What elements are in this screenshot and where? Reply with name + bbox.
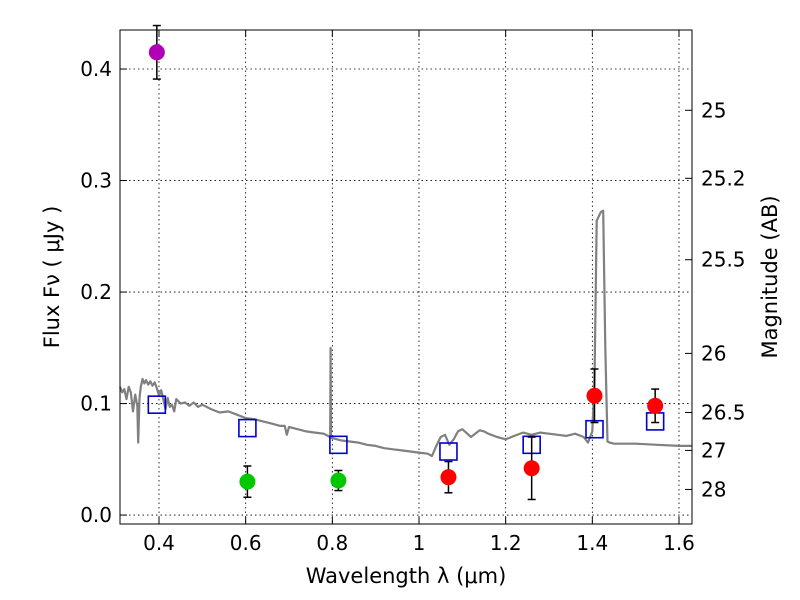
y-axis-label: Flux Fν ( μJy ) [40, 206, 64, 349]
plot-frame [119, 29, 693, 525]
observed-flux-point [239, 473, 256, 490]
x-tick-label: 0.4 [143, 531, 175, 555]
model-point-square [238, 418, 257, 438]
plot-series [118, 24, 692, 501]
right-y-tick-label: 25 [701, 98, 726, 122]
observed-flux-point [586, 387, 603, 404]
y-tick-label: 0.3 [80, 169, 112, 193]
x-axis-label: Wavelength λ (μm) [306, 564, 507, 588]
x-tick-label: 1.6 [663, 531, 695, 555]
x-tick-label: 1 [413, 531, 426, 555]
observed-flux-point [440, 469, 457, 486]
y-tick-label: 0.0 [80, 503, 112, 527]
y-tick-label: 0.2 [80, 280, 112, 304]
right-y-tick-label: 25.2 [701, 166, 746, 190]
grid [120, 30, 692, 524]
template-spectrum-line [118, 209, 692, 458]
right-y-tick-label: 28 [701, 477, 726, 501]
observed-flux-point [523, 460, 540, 477]
right-y-axis-label: Magnitude (AB) [758, 195, 782, 358]
x-tick-label: 0.6 [230, 531, 262, 555]
right-y-tick-label: 26 [701, 341, 726, 365]
y-tick-label: 0.1 [80, 392, 112, 416]
y-tick-label: 0.4 [80, 57, 112, 81]
right-y-tick-label: 25.5 [701, 248, 746, 272]
axis-ticks: 0.4 0.6 0.8 1 1.2 1.4 1.6 0.0 0.1 0.2 0.3 0.4 25 25.2… [80, 30, 746, 555]
model-point-square [329, 435, 348, 455]
model-point-square [439, 442, 458, 461]
model-point-square [147, 395, 167, 414]
observed-flux-point [148, 44, 165, 61]
observed-flux-point [647, 397, 664, 414]
right-y-tick-label: 26.5 [701, 400, 746, 424]
x-tick-label: 0.8 [316, 531, 348, 555]
x-tick-label: 1.4 [576, 531, 608, 555]
right-y-tick-label: 27 [701, 438, 726, 462]
x-tick-label: 1.2 [490, 531, 522, 555]
observed-flux-point [330, 472, 347, 489]
